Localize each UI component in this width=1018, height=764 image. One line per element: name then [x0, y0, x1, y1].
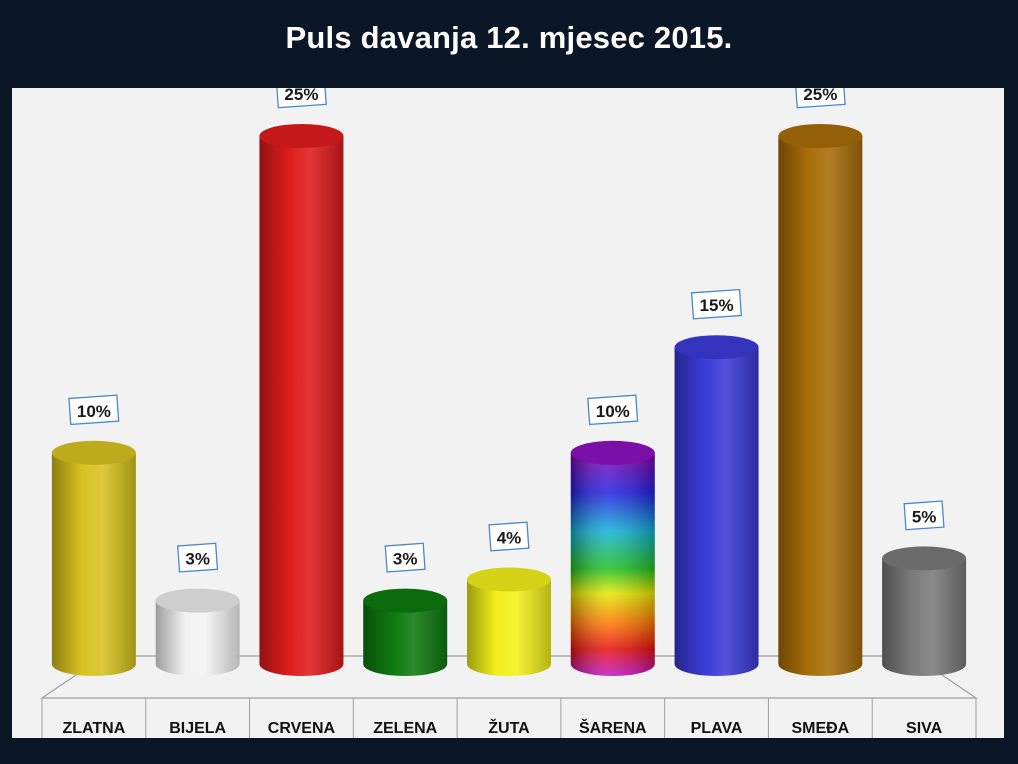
- x-tick-label-plava: PLAVA: [691, 720, 743, 737]
- bar-top: [570, 440, 655, 465]
- bar-shading: [570, 452, 655, 676]
- bar-šarena: [570, 440, 655, 676]
- bar-zelena: [363, 588, 448, 676]
- data-label-text: 25%: [284, 88, 318, 104]
- bar-crvena: [259, 124, 344, 676]
- data-label-zlatna: 10%: [68, 394, 120, 426]
- data-label-box: [68, 394, 120, 426]
- data-label-šarena: 10%: [587, 394, 639, 426]
- x-tick-label-smeđa: SMEĐA: [791, 720, 849, 737]
- bar-chart: 10% 3% 25% 3% 4% 10% 15% 25% 5% ZLATNA BIJELA CRVE…: [40, 88, 978, 738]
- bar-body: [778, 136, 863, 676]
- data-label-box: [587, 394, 639, 426]
- data-label-box: [177, 542, 219, 573]
- data-label-žuta: 4%: [488, 521, 530, 552]
- bar-top: [51, 440, 136, 465]
- bar-body: [674, 347, 759, 676]
- bar-plava: [674, 335, 759, 676]
- bar-top: [155, 588, 240, 613]
- bar-body: [259, 136, 344, 676]
- bar-body: [467, 579, 551, 676]
- data-label-text: 3%: [393, 550, 418, 569]
- data-label-text: 5%: [912, 507, 937, 526]
- data-label-crvena: 25%: [275, 88, 327, 109]
- data-label-box: [275, 88, 327, 109]
- data-label-box: [794, 88, 846, 109]
- x-tick-label-siva: SIVA: [906, 720, 943, 737]
- plot-area: 10% 3% 25% 3% 4% 10% 15% 25% 5% ZLATNA BIJELA CRVE…: [12, 88, 1004, 738]
- bar-top: [674, 335, 759, 360]
- bar-zlatna: [51, 440, 136, 676]
- bar-body: [155, 600, 240, 676]
- bar-siva: [882, 546, 967, 676]
- chart-title: Puls davanja 12. mjesec 2015.: [285, 20, 733, 55]
- data-label-text: 10%: [77, 402, 111, 421]
- data-label-text: 15%: [700, 296, 734, 315]
- data-label-plava: 15%: [690, 288, 743, 320]
- bar-body: [51, 452, 136, 676]
- bar-body: [363, 600, 448, 676]
- data-label-text: 10%: [596, 402, 630, 421]
- data-label-text: 4%: [497, 529, 522, 548]
- x-tick-label-žuta: ŽUTA: [488, 718, 530, 737]
- data-label-box: [690, 288, 743, 320]
- x-tick-label-zlatna: ZLATNA: [62, 720, 125, 737]
- data-label-smeđa: 25%: [794, 88, 846, 109]
- bar-top: [363, 588, 448, 613]
- bar-top: [882, 546, 967, 571]
- bar-smeđa: [778, 124, 863, 676]
- x-tick-label-crvena: CRVENA: [268, 720, 336, 737]
- data-label-siva: 5%: [903, 500, 945, 531]
- data-label-box: [384, 542, 426, 573]
- bar-žuta: [467, 567, 551, 676]
- bar-top: [778, 124, 863, 148]
- bar-bijela: [155, 588, 240, 676]
- bar-top: [467, 567, 551, 592]
- data-label-box: [488, 521, 530, 552]
- bar-top: [259, 124, 344, 148]
- bar-body: [882, 558, 967, 676]
- data-label-bijela: 3%: [177, 542, 219, 573]
- x-tick-label-šarena: ŠARENA: [579, 718, 647, 737]
- data-label-zelena: 3%: [384, 542, 426, 573]
- data-label-text: 3%: [185, 550, 210, 569]
- x-tick-label-bijela: BIJELA: [169, 720, 226, 737]
- x-tick-label-zelena: ZELENA: [373, 720, 437, 737]
- data-label-text: 25%: [803, 88, 837, 104]
- data-label-box: [903, 500, 945, 531]
